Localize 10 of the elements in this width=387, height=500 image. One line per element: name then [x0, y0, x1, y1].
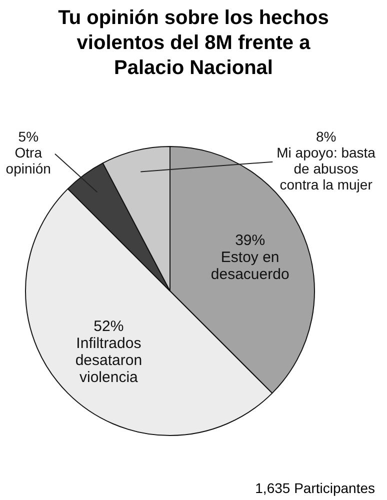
chart-title: Tu opinión sobre los hechos violentos del 8M frente a Palacio Nacional — [57, 6, 330, 81]
data-label: 5% — [18, 128, 39, 145]
slice-label: Mi apoyo: basta de abusos contra la mujer — [276, 144, 376, 193]
data-label: 39% — [235, 232, 266, 249]
data-label: 8% — [316, 128, 336, 145]
slice-label: Otra opinión — [6, 144, 51, 177]
slice-label: Estoy en desacuerdo — [210, 248, 290, 283]
text: 1,635 Participantes — [255, 480, 375, 496]
slice-label: Infiltrados desataron violencia — [75, 334, 142, 386]
data-label: 52% — [94, 318, 124, 335]
